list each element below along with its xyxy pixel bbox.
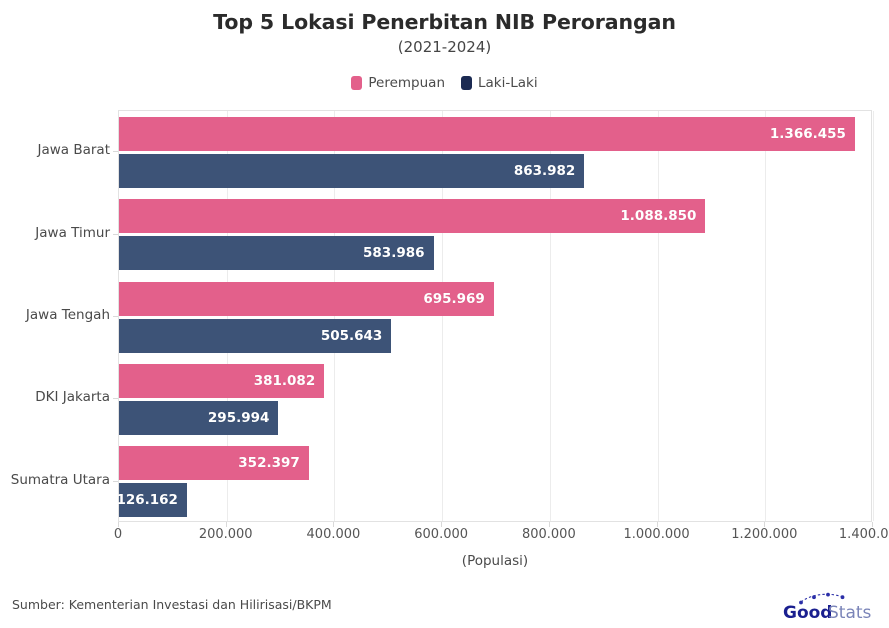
x-axis-tick-label: 1.200.000	[731, 527, 798, 542]
y-axis-tick-mark	[113, 151, 118, 153]
x-axis-tick-label: 0	[113, 527, 123, 542]
bar-laki-laki[interactable]: 583.986	[119, 236, 434, 271]
bar-value-label: 126.162	[116, 492, 178, 509]
x-axis-tick-mark	[548, 522, 550, 527]
bar-perempuan[interactable]: 695.969	[119, 281, 494, 316]
bar-laki-laki[interactable]: 863.982	[119, 153, 585, 188]
bar-laki-laki[interactable]: 126.162	[116, 483, 187, 518]
y-axis-tick-label: Jawa Timur	[35, 224, 110, 241]
source-note: Sumber: Kementerian Investasi dan Hiliri…	[12, 597, 332, 612]
x-axis-tick-label: 400.000	[306, 527, 361, 542]
legend-item-laki-laki[interactable]: Laki-Laki	[461, 75, 538, 91]
bar-perempuan[interactable]: 381.082	[119, 363, 325, 398]
bar-value-label: 505.643	[320, 327, 383, 344]
bar-value-label: 863.982	[513, 162, 576, 179]
x-axis-tick-label: 200.000	[198, 527, 253, 542]
x-axis-tick-label: 600.000	[414, 527, 469, 542]
x-axis-tick-mark	[656, 522, 658, 527]
bar-value-label: 381.082	[253, 372, 316, 389]
chart-subtitle: (2021-2024)	[397, 38, 492, 56]
x-axis-tick-mark	[764, 522, 766, 527]
chart-title: Top 5 Lokasi Penerbitan NIB Perorangan	[213, 10, 676, 34]
gridline	[334, 111, 336, 521]
y-axis-tick-label: Sumatra Utara	[10, 471, 110, 488]
bar-perempuan[interactable]: 352.397	[119, 446, 309, 481]
x-axis-tick-label: 1.000.000	[623, 527, 690, 542]
gridline	[226, 111, 228, 521]
gridline	[549, 111, 551, 521]
bar-value-label: 1.088.850	[620, 208, 697, 225]
y-axis-tick-mark	[113, 480, 118, 482]
y-axis-tick-mark	[113, 316, 118, 317]
bar-laki-laki[interactable]: 505.643	[119, 318, 392, 353]
x-axis-tick-mark	[118, 522, 119, 527]
legend-swatch-laki-laki	[461, 76, 473, 90]
legend-label-perempuan: Perempuan	[368, 75, 446, 91]
bar-perempuan[interactable]: 1.366.455	[119, 116, 855, 151]
bar-value-label: 695.969	[423, 290, 485, 307]
x-axis-tick-mark	[872, 522, 873, 527]
y-axis-tick-mark	[113, 233, 118, 235]
gridline	[657, 111, 659, 521]
bar-value-label: 1.366.455	[769, 125, 846, 142]
bar-value-label: 352.397	[238, 455, 300, 472]
y-axis-tick-label: DKI Jakarta	[35, 389, 110, 406]
bar-value-label: 295.994	[207, 409, 270, 426]
x-axis-tick-mark	[333, 522, 335, 527]
legend-item-perempuan[interactable]: Perempuan	[351, 75, 445, 91]
bar-perempuan[interactable]: 1.088.850	[119, 199, 706, 234]
svg-text:Good: Good	[783, 603, 832, 623]
x-axis-tick-label: 800.000	[521, 527, 576, 542]
gridline	[873, 111, 874, 521]
y-axis-tick-label: Jawa Barat	[37, 142, 110, 159]
legend-swatch-perempuan	[351, 76, 363, 90]
x-axis-title: (Populasi)	[461, 553, 529, 569]
bar-value-label: 583.986	[363, 245, 425, 262]
y-axis-tick-mark	[113, 398, 118, 400]
y-axis-tick-label: Jawa Tengah	[25, 307, 110, 323]
plot-area: 1.366.455 863.982 1.088.850 583.986 695.969 5…	[116, 110, 874, 522]
chart-legend: Perempuan Laki-Laki	[0, 75, 889, 91]
x-axis-tick-mark	[225, 522, 227, 527]
legend-label-laki-laki: Laki-Laki	[478, 75, 538, 91]
bar-laki-laki[interactable]: 295.994	[119, 400, 279, 435]
goodstats-logo: Good Stats	[781, 592, 877, 624]
gridline	[442, 111, 444, 521]
svg-text:Stats: Stats	[828, 603, 872, 623]
x-axis-tick-label: 1.400.000	[838, 527, 889, 542]
gridline	[765, 111, 767, 521]
x-axis-tick-mark	[441, 522, 443, 527]
